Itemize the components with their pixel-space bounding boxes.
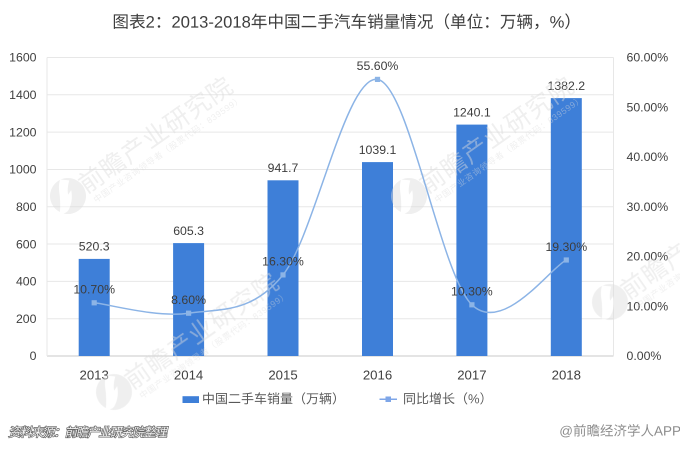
svg-text:400: 400 — [16, 275, 37, 289]
svg-text:2014: 2014 — [174, 368, 203, 383]
svg-text:19.30%: 19.30% — [545, 240, 587, 254]
svg-text:30.00%: 30.00% — [627, 200, 669, 214]
svg-text:40.00%: 40.00% — [627, 150, 669, 164]
svg-text:1600: 1600 — [9, 51, 37, 65]
svg-text:1382.2: 1382.2 — [547, 79, 585, 93]
svg-text:1400: 1400 — [9, 88, 37, 102]
svg-text:200: 200 — [16, 312, 37, 326]
svg-text:941.7: 941.7 — [268, 161, 299, 175]
svg-text:60.00%: 60.00% — [627, 51, 669, 65]
svg-text:10.00%: 10.00% — [627, 299, 669, 313]
svg-text:0.00%: 0.00% — [627, 349, 662, 363]
svg-text:605.3: 605.3 — [173, 224, 204, 238]
svg-text:1200: 1200 — [9, 125, 37, 139]
svg-text:10.70%: 10.70% — [73, 283, 115, 297]
svg-text:800: 800 — [16, 200, 37, 214]
svg-text:10.30%: 10.30% — [451, 285, 493, 299]
svg-text:16.30%: 16.30% — [262, 255, 304, 269]
svg-text:2016: 2016 — [363, 368, 392, 383]
svg-text:2017: 2017 — [457, 368, 486, 383]
svg-text:520.3: 520.3 — [79, 240, 110, 254]
svg-text:0: 0 — [30, 349, 37, 363]
svg-text:1240.1: 1240.1 — [453, 105, 491, 119]
svg-text:1039.1: 1039.1 — [359, 143, 397, 157]
svg-text:8.60%: 8.60% — [171, 293, 206, 307]
svg-text:1000: 1000 — [9, 163, 37, 177]
svg-text:2018: 2018 — [552, 368, 581, 383]
svg-text:55.60%: 55.60% — [357, 59, 399, 73]
svg-text:20.00%: 20.00% — [627, 250, 669, 264]
svg-text:2015: 2015 — [268, 368, 297, 383]
svg-text:50.00%: 50.00% — [627, 100, 669, 114]
svg-text:600: 600 — [16, 237, 37, 251]
svg-text:2013: 2013 — [80, 368, 109, 383]
